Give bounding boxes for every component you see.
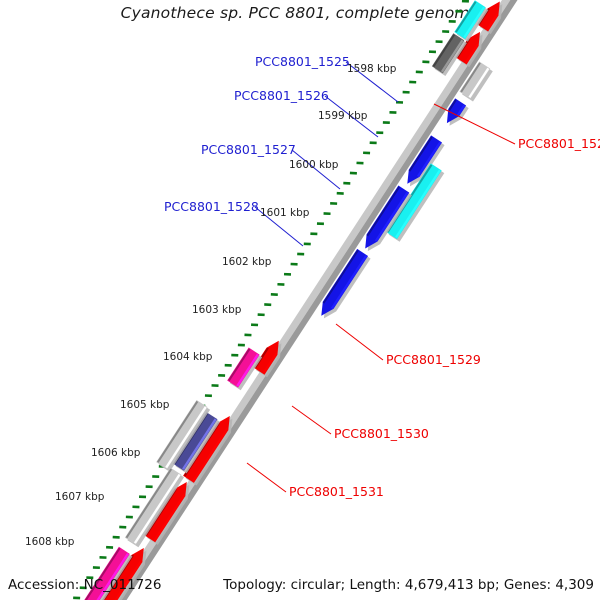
tick-label: 1608 kbp: [25, 536, 75, 548]
accession-text: Accession: NC_011726: [8, 577, 162, 593]
gene-highlight: [416, 141, 442, 178]
gene-shade: [455, 1, 477, 33]
gene-highlight: [165, 406, 207, 469]
gene-shade: [408, 136, 433, 172]
gene-feature[interactable]: [407, 135, 445, 187]
gene-shade: [228, 348, 251, 382]
gene-feature[interactable]: [124, 467, 184, 548]
leader-line: [335, 323, 384, 361]
gene-label[interactable]: PCC8801_1526: [234, 88, 329, 103]
gene-highlight: [330, 255, 368, 310]
gene-highlight: [463, 6, 486, 39]
tick-label: 1600 kbp: [289, 159, 339, 171]
leader-line: [246, 462, 287, 493]
gene-label[interactable]: PCC8801_1530: [334, 426, 429, 441]
tick-label: 1598 kbp: [347, 63, 397, 75]
gene-highlight: [374, 191, 409, 242]
gene-highlight: [182, 418, 217, 470]
leader-line: [345, 61, 399, 103]
gene-highlight: [114, 559, 143, 600]
gene-track[interactable]: [57, 0, 580, 600]
gene-label[interactable]: PCC8801_1531: [289, 484, 384, 499]
gene-feature[interactable]: [227, 347, 263, 391]
gene-labels[interactable]: PCC8801_1525 PCC8801_1526 PCC8801_1527 PCC8…: [164, 54, 600, 499]
page-title: Cyanothece sp. PCC 8801, complete genome: [120, 4, 480, 22]
gene-highlight: [262, 352, 278, 374]
tick-labels: 1598 kbp 1599 kbp 1600 kbp 1601 kbp 1602 kbp…: [25, 63, 397, 548]
gene-feature[interactable]: [431, 33, 467, 76]
leader-line: [291, 405, 332, 435]
tick-label: 1603 kbp: [192, 304, 242, 316]
gene-shade: [125, 468, 173, 539]
gene-highlight: [464, 43, 479, 64]
genome-meta-text: Topology: circular; Length: 4,679,413 bp…: [223, 577, 594, 593]
gene-feature[interactable]: [365, 185, 412, 252]
gene-shade: [432, 34, 456, 67]
gene-highlight: [192, 427, 229, 483]
gene-feature[interactable]: [446, 98, 469, 126]
gene-label[interactable]: PCC8801_1529: [386, 352, 481, 367]
tick-label: 1602 kbp: [222, 256, 272, 268]
label-leader-lines: [246, 61, 516, 493]
gene-feature[interactable]: [454, 0, 489, 42]
gene-shade: [322, 249, 359, 304]
gene-shade: [366, 186, 401, 237]
gene-highlight: [456, 104, 466, 117]
gene-label[interactable]: PCC8801_1527: [201, 142, 296, 157]
gene-label[interactable]: PCC8801_1528: [164, 199, 259, 214]
tick-label: 1605 kbp: [120, 399, 170, 411]
gene-shade: [84, 547, 121, 600]
tick-label: 1606 kbp: [91, 447, 141, 459]
gene-highlight: [486, 13, 499, 31]
gene-highlight: [236, 353, 259, 387]
gene-feature[interactable]: [321, 248, 371, 319]
leader-line: [291, 149, 341, 190]
tick-label: 1599 kbp: [318, 110, 368, 122]
gene-shade: [448, 99, 457, 111]
gene-highlight: [96, 553, 130, 600]
gene-highlight: [153, 493, 186, 542]
gene-feature[interactable]: [66, 546, 133, 600]
leader-line: [433, 103, 516, 145]
leader-line: [254, 206, 304, 247]
gene-label[interactable]: PCC8801_1525: [255, 54, 350, 69]
gene-feature[interactable]: [459, 61, 493, 102]
gene-shade: [460, 62, 481, 93]
tick-label: 1604 kbp: [163, 351, 213, 363]
gene-shade: [156, 400, 199, 463]
gene-feature[interactable]: [156, 400, 211, 472]
gene-label[interactable]: PCC8801_1524: [518, 136, 600, 151]
gene-highlight: [440, 39, 464, 73]
gene-highlight: [133, 473, 181, 544]
leader-line: [324, 95, 379, 138]
gene-highlight: [395, 169, 441, 239]
status-bar: Accession: NC_011726 Topology: circular;…: [0, 570, 600, 600]
tick-label: 1607 kbp: [55, 491, 105, 503]
tick-label: 1601 kbp: [260, 207, 310, 219]
backbone-line: [119, 0, 518, 600]
gene-highlight: [468, 67, 490, 99]
